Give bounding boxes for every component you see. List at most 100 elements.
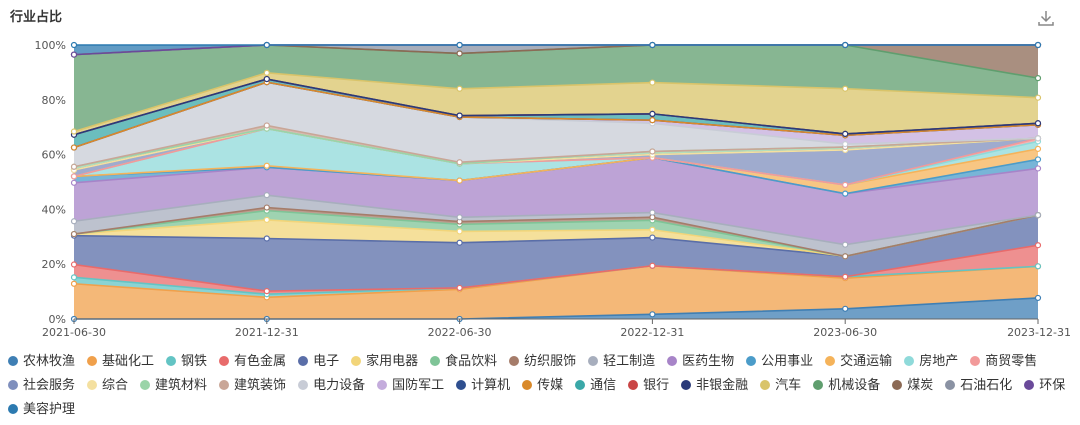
point-传媒-2021-06-30[interactable] (70, 144, 78, 151)
point-汽车-2022-12-31[interactable] (649, 79, 656, 86)
point-农林牧渔-2022-12-31[interactable] (649, 311, 656, 318)
point-钢铁-2021-06-30[interactable] (70, 274, 78, 281)
point-家用电器-2021-12-31[interactable] (263, 216, 270, 224)
area-煤炭[interactable] (74, 45, 1038, 79)
point-轻工制造-2022-12-31[interactable] (649, 209, 656, 216)
point-公用事业-2023-12-31[interactable] (1034, 156, 1042, 163)
legend-item[interactable]: 石油石化 (945, 374, 1012, 398)
point-交通运输-2021-12-31[interactable] (263, 162, 270, 169)
point-有色金属-2021-12-31[interactable] (263, 288, 270, 295)
area-基础化工[interactable] (74, 265, 1038, 319)
legend-item[interactable]: 电力设备 (298, 374, 365, 398)
legend-item[interactable]: 商贸零售 (970, 350, 1037, 374)
point-基础化工-2021-06-30[interactable] (70, 280, 78, 287)
point-美容护理-2021-06-30[interactable] (70, 41, 78, 49)
area-电力设备[interactable] (74, 82, 1038, 167)
point-有色金属-2023-12-31[interactable] (1034, 242, 1042, 249)
point-有色金属-2022-12-31[interactable] (649, 262, 656, 269)
point-汽车-2021-06-30[interactable] (70, 128, 78, 135)
legend-item[interactable]: 纺织服饰 (509, 350, 576, 374)
legend-item[interactable]: 机械设备 (813, 374, 880, 398)
point-轻工制造-2023-12-31[interactable] (1034, 212, 1042, 219)
point-传媒-2022-12-31[interactable] (649, 117, 656, 124)
legend-item[interactable]: 非银金融 (681, 374, 748, 398)
point-美容护理-2022-12-31[interactable] (649, 41, 656, 49)
point-商贸零售-2023-06-30[interactable] (842, 181, 849, 189)
point-建筑装饰-2021-06-30[interactable] (70, 163, 78, 170)
area-社会服务[interactable] (74, 128, 1038, 185)
point-汽车-2023-12-31[interactable] (1034, 94, 1042, 101)
legend-item[interactable]: 轻工制造 (588, 350, 655, 374)
legend-item[interactable]: 综合 (87, 374, 128, 398)
legend-item[interactable]: 食品饮料 (430, 350, 497, 374)
area-电子[interactable] (74, 215, 1038, 292)
legend-item[interactable]: 通信 (575, 374, 616, 398)
point-家用电器-2022-12-31[interactable] (649, 226, 656, 233)
point-美容护理-2023-06-30[interactable] (842, 41, 849, 49)
point-煤炭-2022-06-30[interactable] (456, 50, 463, 57)
area-房地产[interactable] (74, 128, 1038, 185)
legend-item[interactable]: 汽车 (760, 374, 801, 398)
point-有色金属-2023-06-30[interactable] (842, 273, 849, 280)
legend-item[interactable]: 建筑装饰 (219, 374, 286, 398)
point-非银金融-2022-06-30[interactable] (456, 112, 463, 119)
legend-item[interactable]: 农林牧渔 (8, 350, 75, 374)
legend-item[interactable]: 基础化工 (87, 350, 154, 374)
point-纺织服饰-2023-06-30[interactable] (842, 253, 849, 260)
point-非银金融-2021-12-31[interactable] (263, 75, 270, 83)
legend-item[interactable]: 美容护理 (8, 398, 75, 422)
legend-item[interactable]: 煤炭 (892, 374, 933, 398)
point-电力设备-2023-06-30[interactable] (842, 141, 849, 148)
point-有色金属-2022-06-30[interactable] (456, 284, 463, 292)
legend-item[interactable]: 银行 (628, 374, 669, 398)
point-交通运输-2023-12-31[interactable] (1034, 145, 1042, 152)
point-机械设备-2023-12-31[interactable] (1034, 75, 1042, 82)
point-有色金属-2021-06-30[interactable] (70, 261, 78, 268)
point-纺织服饰-2021-06-30[interactable] (70, 230, 78, 238)
point-汽车-2022-06-30[interactable] (456, 85, 463, 92)
point-家用电器-2022-06-30[interactable] (456, 228, 463, 235)
legend-item[interactable]: 计算机 (456, 374, 510, 398)
point-医药生物-2023-12-31[interactable] (1034, 165, 1042, 172)
point-建筑装饰-2022-06-30[interactable] (456, 159, 463, 166)
legend-item[interactable]: 国防军工 (377, 374, 444, 398)
area-家用电器[interactable] (74, 215, 1038, 257)
point-电力设备-2023-12-31[interactable] (1034, 135, 1042, 142)
legend-item[interactable]: 房地产 (904, 350, 958, 374)
legend-item[interactable]: 传媒 (522, 374, 563, 398)
area-石油石化[interactable] (74, 45, 1038, 55)
area-建筑装饰[interactable] (74, 125, 1038, 167)
point-轻工制造-2022-06-30[interactable] (456, 214, 463, 221)
point-钢铁-2023-12-31[interactable] (1034, 263, 1042, 270)
point-公用事业-2023-06-30[interactable] (842, 190, 849, 197)
area-交通运输[interactable] (74, 148, 1038, 194)
point-建筑装饰-2022-12-31[interactable] (649, 148, 656, 155)
point-商贸零售-2021-06-30[interactable] (70, 173, 78, 180)
point-交通运输-2022-06-30[interactable] (456, 177, 463, 184)
area-美容护理[interactable] (74, 45, 1038, 55)
legend-item[interactable]: 钢铁 (166, 350, 207, 374)
legend-item[interactable]: 建筑材料 (140, 374, 207, 398)
legend-item[interactable]: 交通运输 (825, 350, 892, 374)
area-机械设备[interactable] (74, 45, 1038, 132)
legend-item[interactable]: 家用电器 (351, 350, 418, 374)
point-轻工制造-2021-12-31[interactable] (263, 192, 270, 199)
point-建筑装饰-2021-12-31[interactable] (263, 122, 270, 129)
point-纺织服饰-2021-12-31[interactable] (263, 204, 270, 211)
point-轻工制造-2021-06-30[interactable] (70, 218, 78, 225)
point-非银金融-2022-12-31[interactable] (649, 110, 656, 117)
area-医药生物[interactable] (74, 157, 1038, 245)
point-美容护理-2023-12-31[interactable] (1034, 41, 1042, 49)
point-非银金融-2023-12-31[interactable] (1034, 120, 1042, 127)
point-电子-2022-12-31[interactable] (649, 234, 656, 241)
point-环保-2021-06-30[interactable] (70, 51, 78, 58)
point-非银金融-2023-06-30[interactable] (842, 130, 849, 138)
area-汽车[interactable] (74, 72, 1038, 135)
legend-item[interactable]: 社会服务 (8, 374, 75, 398)
point-汽车-2021-12-31[interactable] (263, 69, 270, 76)
legend-item[interactable]: 环保 (1024, 374, 1065, 398)
point-农林牧渔-2023-06-30[interactable] (842, 305, 849, 312)
download-icon[interactable] (1036, 8, 1056, 28)
point-医药生物-2021-06-30[interactable] (70, 179, 78, 186)
point-美容护理-2022-06-30[interactable] (456, 41, 463, 49)
